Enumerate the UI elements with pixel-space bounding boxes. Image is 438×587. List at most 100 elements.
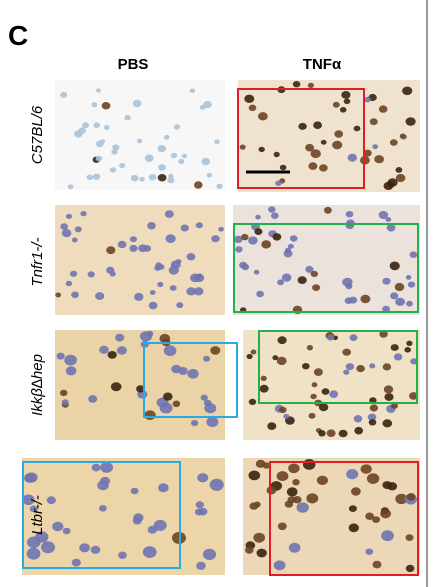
- nucleus: [71, 291, 79, 299]
- nucleus: [288, 463, 300, 474]
- column-header: PBS: [118, 56, 149, 73]
- nucleus: [345, 363, 355, 371]
- nucleus: [99, 345, 109, 354]
- nucleus: [279, 164, 287, 171]
- nucleus: [26, 547, 41, 560]
- nucleus: [189, 88, 196, 94]
- nucleus: [115, 333, 125, 342]
- nucleus: [383, 385, 394, 394]
- nucleus: [153, 519, 167, 531]
- nucleus: [173, 124, 181, 130]
- nucleus: [248, 470, 261, 481]
- nucleus: [139, 177, 145, 182]
- nucleus: [172, 400, 181, 408]
- nucleus: [261, 240, 272, 249]
- nucleus: [111, 149, 118, 155]
- nucleus: [364, 96, 371, 103]
- nucleus: [200, 394, 208, 401]
- nucleus: [132, 516, 142, 525]
- nucleus: [310, 393, 317, 400]
- nucleus: [372, 516, 381, 523]
- nucleus: [144, 410, 156, 421]
- nucleus: [346, 219, 355, 227]
- nucleus: [186, 253, 196, 261]
- nucleus: [80, 211, 87, 217]
- nucleus: [302, 459, 316, 470]
- nucleus: [209, 478, 224, 491]
- nucleus: [235, 246, 243, 253]
- nucleus: [409, 392, 418, 400]
- nucleus: [55, 292, 62, 298]
- nucleus: [354, 426, 364, 435]
- nucleus: [341, 91, 351, 99]
- nucleus: [292, 479, 300, 486]
- nucleus: [110, 382, 122, 392]
- nucleus: [248, 104, 257, 112]
- highlight-box: [237, 88, 365, 189]
- nucleus: [410, 358, 418, 365]
- nucleus: [348, 296, 358, 304]
- nucleus: [306, 345, 313, 351]
- nucleus: [407, 281, 416, 288]
- nucleus: [124, 115, 131, 121]
- nucleus: [214, 139, 220, 145]
- nucleus: [170, 152, 178, 159]
- nucleus: [194, 508, 204, 516]
- nucleus: [347, 153, 357, 162]
- nucleus: [250, 349, 257, 355]
- nucleus: [363, 149, 372, 157]
- nucleus: [186, 287, 197, 296]
- nucleus: [402, 86, 413, 96]
- nucleus: [191, 420, 199, 427]
- nucleus: [165, 234, 176, 244]
- nucleus: [389, 139, 398, 146]
- nucleus: [130, 174, 139, 182]
- nucleus: [386, 223, 396, 232]
- nucleus: [372, 144, 379, 150]
- nucleus: [138, 244, 148, 253]
- nucleus: [391, 402, 398, 409]
- nucleus: [203, 355, 211, 362]
- nucleus: [119, 162, 126, 169]
- nucleus: [271, 212, 279, 219]
- nucleus: [310, 149, 321, 159]
- nucleus: [281, 273, 292, 282]
- nucleus: [241, 233, 249, 241]
- nucleus: [387, 482, 398, 491]
- nucleus: [404, 347, 412, 353]
- nucleus: [405, 534, 414, 541]
- nucleus: [380, 509, 391, 519]
- nucleus: [292, 81, 301, 88]
- nucleus: [382, 277, 391, 285]
- nucleus: [296, 502, 309, 513]
- nucleus: [310, 270, 318, 277]
- nucleus: [394, 282, 405, 292]
- nucleus: [86, 174, 94, 181]
- nucleus: [256, 290, 264, 298]
- nucleus: [327, 334, 335, 341]
- nucleus: [378, 211, 389, 219]
- nucleus: [289, 235, 298, 242]
- nucleus: [134, 292, 144, 301]
- nucleus: [90, 545, 101, 555]
- nucleus: [61, 399, 69, 406]
- nucleus: [342, 348, 352, 356]
- nucleus: [360, 294, 371, 304]
- nucleus: [248, 236, 258, 245]
- nucleus: [276, 471, 289, 482]
- nucleus: [187, 368, 199, 379]
- nucleus: [244, 94, 255, 104]
- nucleus: [367, 413, 377, 421]
- nucleus: [308, 162, 318, 170]
- nucleus: [305, 265, 314, 273]
- nucleus: [329, 390, 339, 399]
- nucleus: [316, 475, 328, 485]
- nucleus: [195, 501, 204, 509]
- row-label: C57BL/6: [29, 105, 46, 164]
- nucleus: [395, 493, 408, 505]
- nucleus: [147, 222, 156, 230]
- nucleus: [272, 233, 282, 241]
- nucleus: [203, 100, 212, 109]
- nucleus: [409, 251, 418, 258]
- nucleus: [283, 249, 293, 258]
